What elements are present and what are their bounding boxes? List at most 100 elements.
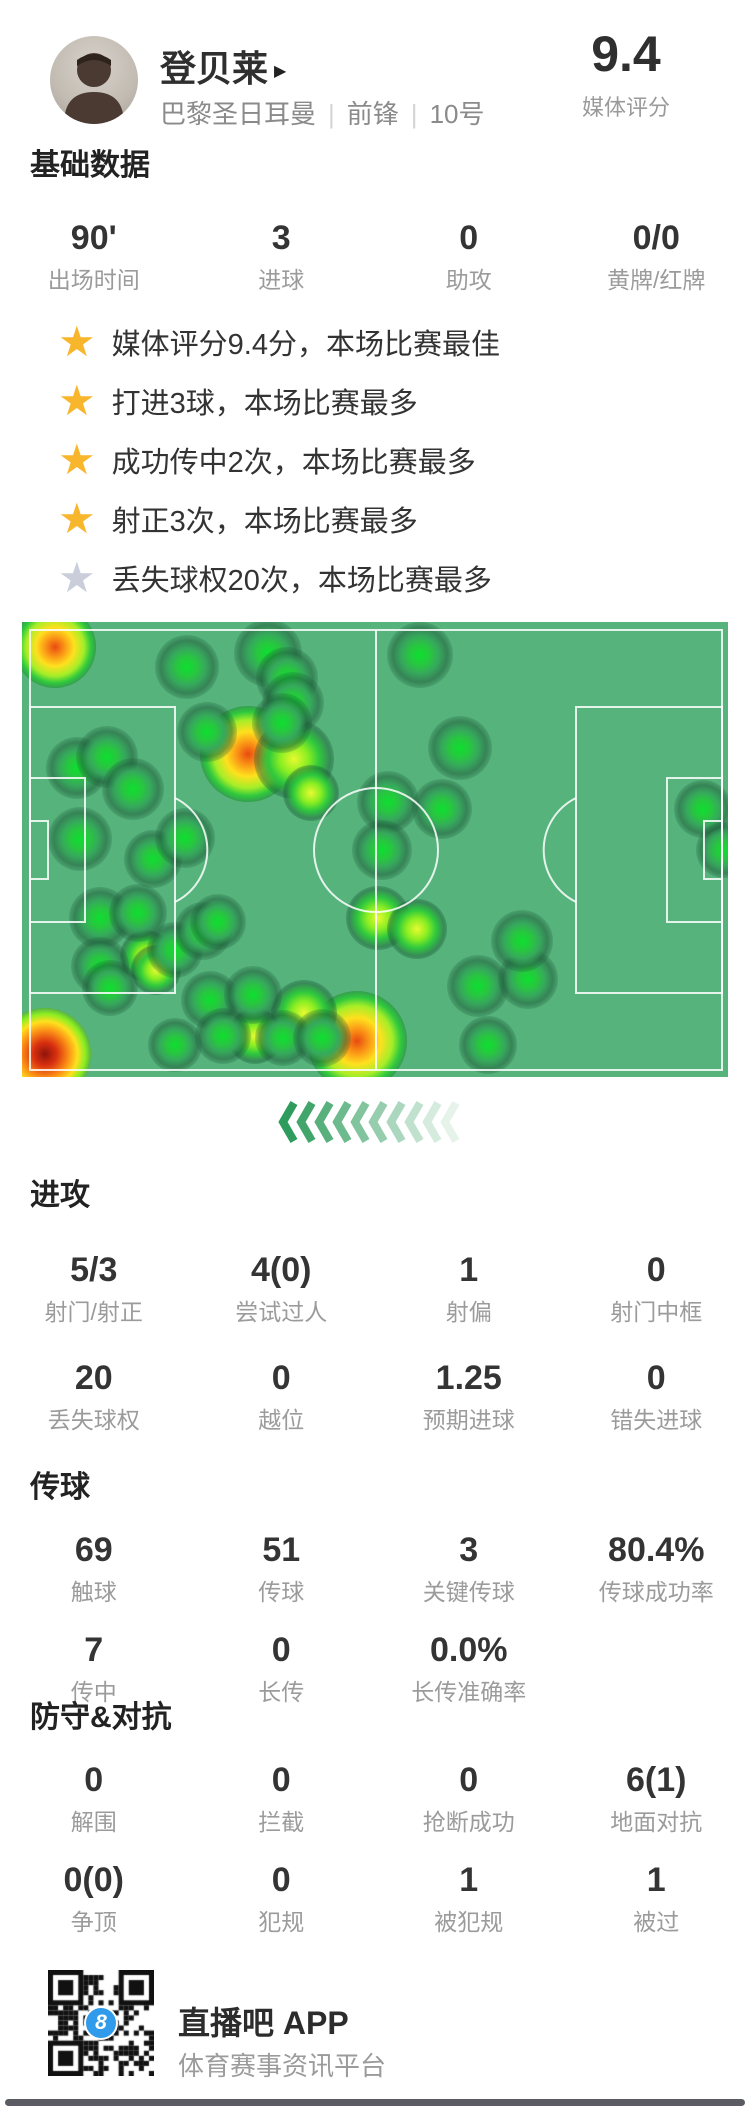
stat-label: 错失进球: [610, 1407, 703, 1433]
player-position: 前锋: [346, 99, 399, 129]
heat-blob: [190, 894, 247, 951]
heat-blob: [352, 819, 413, 880]
highlight-item: ★ 打进3球，本场比赛最多: [0, 371, 750, 430]
stat-cell: 69 触球: [0, 1530, 188, 1606]
stat-value: 0: [646, 1251, 666, 1289]
stat-value: 5/3: [70, 1251, 118, 1289]
home-indicator-bar: [5, 2099, 745, 2106]
stat-cell: 51 传球: [188, 1530, 376, 1606]
section-rows: 69 触球 51 传球 3 关键传球 80.4% 传球成功率 7 传中 0 长传 0.0% 长传准确率: [0, 1530, 750, 1706]
stat-label: 触球: [70, 1579, 117, 1605]
chevrons-left-icon: [278, 1100, 460, 1144]
player-name: 登贝莱: [160, 48, 269, 89]
highlight-text: 打进3球，本场比赛最多: [111, 387, 418, 420]
qr-code: 8: [48, 1970, 154, 2076]
stat-cell: 0 长传: [188, 1630, 376, 1706]
star-icon: ★: [58, 494, 96, 542]
player-name-link[interactable]: 登贝莱 ▶: [160, 40, 286, 92]
stat-value: 51: [262, 1531, 301, 1569]
stat-row: 5/3 射门/射正 4(0) 尝试过人 1 射偏 0 射门中框: [0, 1250, 750, 1326]
stat-value: 80.4%: [608, 1531, 705, 1569]
heat-blob: [101, 758, 164, 821]
app-logo-badge: 8: [84, 2006, 118, 2040]
stat-value: 0: [459, 219, 479, 257]
chevron-right-icon: ▶: [274, 63, 287, 81]
stat-cell: 5/3 射门/射正: [0, 1250, 188, 1326]
heat-blob: [283, 764, 340, 821]
stat-value: 90': [70, 219, 117, 257]
stat-label: 传中: [70, 1679, 117, 1705]
stat-value: 0: [84, 1761, 104, 1799]
highlight-item: ★ 丢失球权20次，本场比赛最多: [0, 548, 750, 607]
highlight-text: 成功传中2次，本场比赛最多: [111, 446, 476, 479]
stat-label: 关键传球: [422, 1579, 515, 1605]
stat-value: 3: [271, 219, 291, 257]
stat-cell: 7 传中: [0, 1630, 188, 1706]
player-meta: 巴黎圣日耳曼 | 前锋 | 10号: [160, 94, 484, 131]
section-title: 进攻: [30, 1179, 90, 1212]
stat-cell: 80.4% 传球成功率: [563, 1530, 750, 1606]
pitch-lines: [29, 629, 723, 1071]
stat-value: 1: [459, 1251, 479, 1289]
passing-section: 传球 69 触球 51 传球 3 关键传球 80.4% 传球成功率 7 传中 0 长传 0.0% 长传准确…: [0, 1470, 750, 1706]
stat-label: 尝试过人: [235, 1299, 328, 1325]
stat-cell: 3 进球: [188, 218, 376, 294]
stat-value: 69: [74, 1531, 113, 1569]
stat-value: 0: [459, 1761, 479, 1799]
highlight-item: ★ 媒体评分9.4分，本场比赛最佳: [0, 312, 750, 371]
stat-cell: 0 犯规: [188, 1860, 376, 1936]
stat-value: 0: [271, 1861, 291, 1899]
highlight-item: ★ 射正3次，本场比赛最多: [0, 489, 750, 548]
heat-blob: [387, 622, 454, 688]
star-icon: ★: [58, 317, 96, 365]
stat-cell: 0 错失进球: [563, 1358, 750, 1434]
stat-value: 0: [646, 1359, 666, 1397]
stat-label: 长传: [258, 1679, 305, 1705]
stat-cell: 0 抢断成功: [375, 1760, 563, 1836]
stat-value: 20: [74, 1359, 113, 1397]
stat-row: 7 传中 0 长传 0.0% 长传准确率: [0, 1630, 750, 1706]
stat-label: 犯规: [258, 1909, 305, 1935]
section-title: 传球: [30, 1471, 90, 1504]
stat-label: 争顶: [70, 1909, 117, 1935]
stat-cell: 1 被犯规: [375, 1860, 563, 1936]
stat-label: 射门中框: [610, 1299, 703, 1325]
stat-label: 被犯规: [434, 1909, 504, 1935]
media-rating: 9.4 媒体评分: [546, 26, 706, 122]
section-rows: 0 解围 0 拦截 0 抢断成功 6(1) 地面对抗 0(0) 争顶 0 犯规 1 被犯规 1 被过: [0, 1760, 750, 1936]
stat-label: 预期进球: [422, 1407, 515, 1433]
heat-blob: [458, 1016, 517, 1075]
stat-label: 抢断成功: [422, 1809, 515, 1835]
stat-cell: 0(0) 争顶: [0, 1860, 188, 1936]
stat-cell: 1.25 预期进球: [375, 1358, 563, 1434]
heat-blob: [82, 960, 139, 1017]
stat-value: 0.0%: [430, 1631, 508, 1669]
stat-cell: 0.0% 长传准确率: [375, 1630, 563, 1706]
heatmap: [22, 622, 728, 1077]
player-photo-silhouette: [64, 53, 124, 124]
stat-label: 进球: [258, 267, 305, 293]
stat-cell: 6(1) 地面对抗: [563, 1760, 750, 1836]
section-rows: 5/3 射门/射正 4(0) 尝试过人 1 射偏 0 射门中框 20 丢失球权 0 越位 1.25 预期进…: [0, 1250, 750, 1434]
stat-label: 长传准确率: [411, 1679, 527, 1705]
star-icon: ★: [58, 376, 96, 424]
stat-value: 1: [646, 1861, 666, 1899]
stat-label: 地面对抗: [610, 1809, 703, 1835]
star-icon: ★: [58, 553, 96, 601]
basic-stats-grid: 90' 出场时间 3 进球 0 助攻 0/0 黄牌/红牌: [0, 218, 750, 294]
heat-blob: [148, 1018, 203, 1073]
divider: |: [410, 99, 418, 129]
stat-label: 越位: [258, 1407, 305, 1433]
heat-blob: [195, 1008, 252, 1065]
stat-cell: 0 解围: [0, 1760, 188, 1836]
stat-cell: 20 丢失球权: [0, 1358, 188, 1434]
stat-cell: 0/0 黄牌/红牌: [563, 218, 750, 294]
highlight-item: ★ 成功传中2次，本场比赛最多: [0, 430, 750, 489]
highlights-list: ★ 媒体评分9.4分，本场比赛最佳 ★ 打进3球，本场比赛最多 ★ 成功传中2次，本场比赛…: [0, 312, 750, 607]
stat-value: 4(0): [251, 1251, 312, 1289]
stat-label: 拦截: [258, 1809, 305, 1835]
rating-label: 媒体评分: [581, 95, 670, 120]
heat-blob: [293, 1009, 352, 1068]
stat-value: 1.25: [435, 1359, 502, 1397]
avatar: [50, 36, 138, 124]
